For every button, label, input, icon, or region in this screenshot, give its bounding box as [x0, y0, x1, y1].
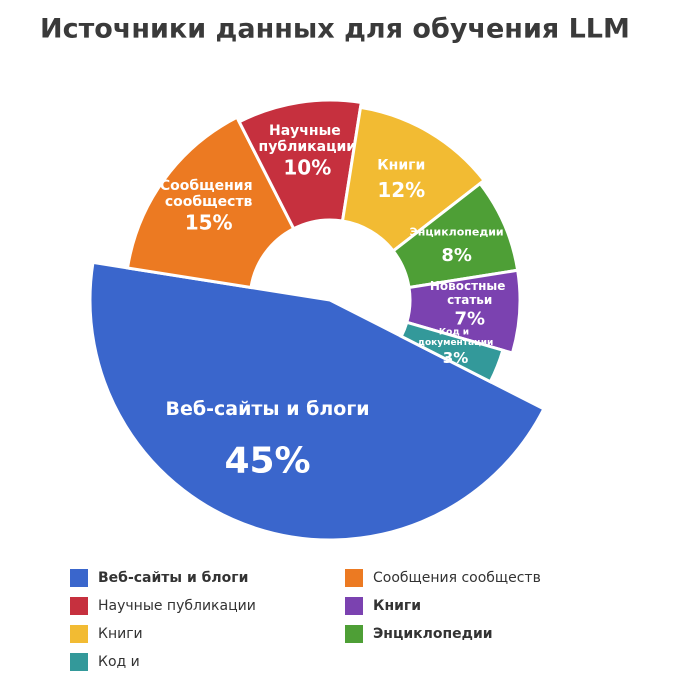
slice	[125, 115, 296, 290]
slice-label: Веб-сайты и блоги	[165, 398, 369, 420]
slice-label: Книги	[377, 157, 425, 173]
value-label: 8%	[441, 245, 472, 266]
slice	[340, 105, 487, 254]
legend-swatch	[70, 625, 88, 643]
slice-label: Код и документации	[418, 327, 494, 347]
value-label: 12%	[377, 178, 425, 202]
value-label: 15%	[185, 210, 233, 234]
legend-swatch	[70, 569, 88, 587]
legend-label: Сообщения сообществ	[373, 570, 541, 586]
legend-swatch	[70, 597, 88, 615]
slice	[399, 320, 505, 384]
value-label: 10%	[283, 155, 331, 179]
chart-title: Источники данных для обучения LLM	[40, 14, 630, 45]
value-label: 3%	[443, 349, 468, 367]
slice-label: Сообщения сообществ	[160, 178, 258, 210]
legend-swatch	[345, 597, 363, 615]
legend-label: Книги	[373, 598, 421, 614]
slice-label: Энциклопедии	[410, 226, 504, 239]
legend-swatch	[345, 625, 363, 643]
slice-label: Научные публикации	[259, 123, 357, 155]
legend-label: Книги	[98, 626, 143, 642]
slice	[237, 98, 364, 231]
legend-label: Код и	[98, 654, 140, 670]
slice	[88, 260, 546, 542]
legend-swatch	[345, 569, 363, 587]
legend-swatch	[70, 653, 88, 671]
legend-label: Веб-сайты и блоги	[98, 570, 248, 586]
slice-label: Новостные статьи	[430, 278, 510, 306]
slice	[404, 268, 522, 355]
value-label: 45%	[224, 440, 310, 481]
legend-label: Научные публикации	[98, 598, 256, 614]
value-label: 7%	[454, 309, 485, 330]
legend-label: Энциклопедии	[373, 626, 493, 642]
